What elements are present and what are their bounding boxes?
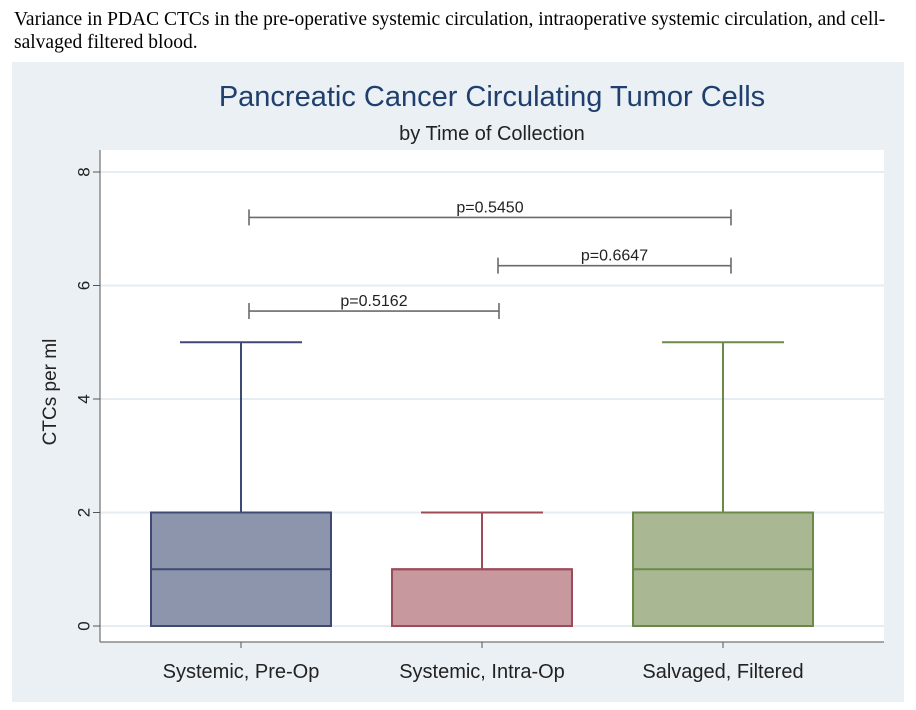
chart-subtitle: by Time of Collection (399, 123, 585, 145)
p-value-bracket: p=0.5162 (248, 293, 500, 320)
p-value-label: p=0.6647 (581, 248, 648, 265)
boxes-layer (150, 341, 814, 627)
y-axis: 0 2 4 6 8 (75, 150, 101, 642)
x-tick-label: Salvaged, Filtered (642, 661, 803, 683)
y-tick-label: 0 (75, 621, 94, 630)
figure-caption: Variance in PDAC CTCs in the pre-operati… (14, 9, 886, 53)
p-value-label: p=0.5450 (456, 199, 523, 216)
x-tick-label: Systemic, Intra-Op (399, 661, 565, 683)
box-plot-chart: 0 2 4 6 8 p=0.5450 p=0.6647 p=0.5162 Systemic,… (12, 62, 904, 702)
y-tick-label: 2 (75, 508, 94, 517)
p-value-brackets: p=0.5450 p=0.6647 p=0.5162 (248, 199, 732, 320)
y-axis-label: CTCs per ml (40, 339, 61, 446)
box-group (391, 511, 573, 627)
y-tick-label: 8 (75, 167, 94, 176)
p-value-bracket: p=0.5450 (248, 199, 732, 226)
p-value-label: p=0.5162 (340, 293, 407, 310)
chart-title: Pancreatic Cancer Circulating Tumor Cell… (219, 81, 765, 113)
x-axis: Systemic, Pre-Op Systemic, Intra-Op Salvag… (100, 641, 884, 683)
chart-container: 0 2 4 6 8 p=0.5450 p=0.6647 p=0.5162 Systemic,… (12, 62, 904, 702)
p-value-bracket: p=0.6647 (497, 248, 732, 274)
box-rect (391, 568, 573, 627)
x-tick-label: Systemic, Pre-Op (163, 661, 320, 683)
box-group (632, 341, 814, 627)
y-tick-label: 6 (75, 281, 94, 290)
y-tick-label: 4 (75, 394, 94, 403)
box-group (150, 341, 332, 627)
